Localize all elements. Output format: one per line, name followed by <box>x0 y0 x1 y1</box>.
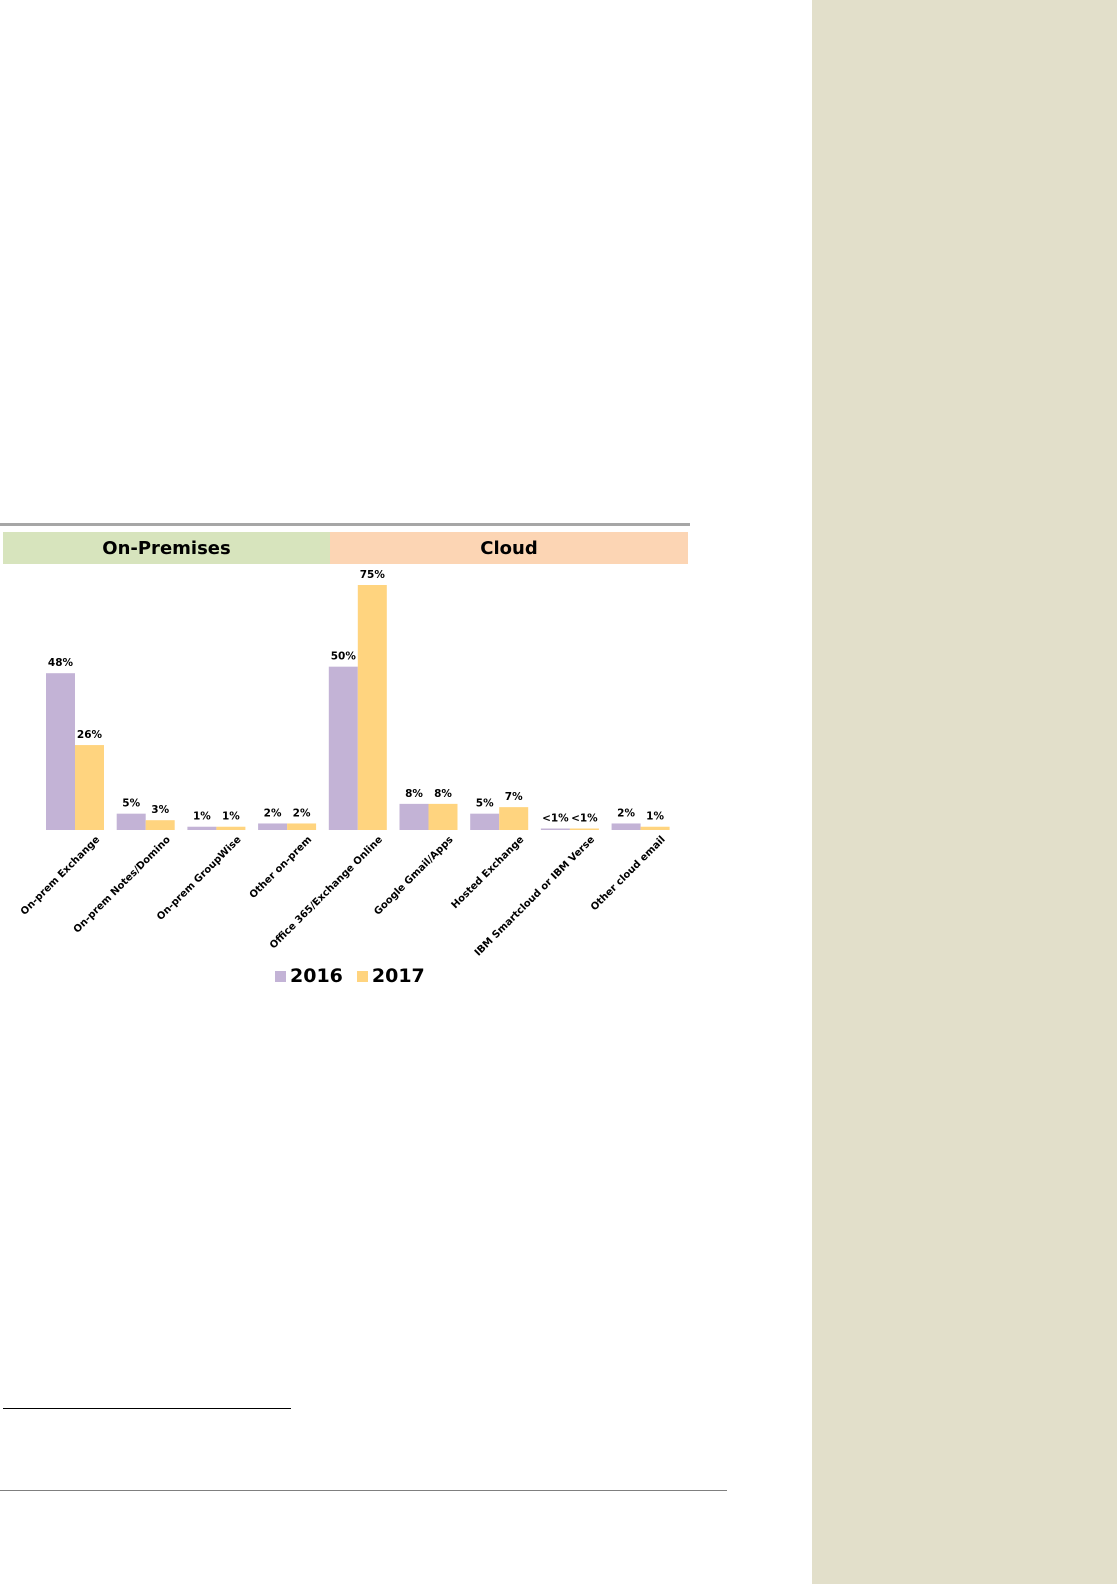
data-label-2017-on-prem-exchange: 26% <box>77 729 103 741</box>
bar-2017-other-cloud-email <box>640 826 670 830</box>
section-label-cloud: Cloud <box>480 537 538 559</box>
bar-2017-office-365-exchange-online <box>357 585 387 830</box>
data-label-2017-google-gmail-apps: 8% <box>434 788 452 800</box>
data-label-2017-on-prem-groupwise: 1% <box>222 811 240 823</box>
sidebar-panel <box>812 0 1117 1584</box>
data-label-2017-other-on-prem: 2% <box>293 807 311 819</box>
chart-legend: 2016 2017 <box>275 965 425 987</box>
bar-2016-on-prem-notes-domino <box>116 813 146 830</box>
data-label-2016-on-prem-notes-domino: 5% <box>122 798 140 810</box>
section-band-cloud: Cloud <box>330 532 688 564</box>
legend-item-2016: 2016 <box>275 965 343 987</box>
legend-swatch-2017 <box>356 970 368 982</box>
category-label-office-365-exchange-online: Office 365/Exchange Online <box>268 834 385 951</box>
bar-2017-on-prem-exchange <box>75 745 104 830</box>
category-label-hosted-exchange: Hosted Exchange <box>450 834 527 911</box>
category-label-other-cloud-email: Other cloud email <box>589 834 668 913</box>
legend-label-2017: 2017 <box>371 965 425 987</box>
bar-2016-ibm-smartcloud-or-ibm-verse <box>540 828 570 830</box>
section-label-on-premises: On-Premises <box>102 537 231 559</box>
bar-2017-google-gmail-apps <box>428 803 458 830</box>
data-label-2016-on-prem-exchange: 48% <box>48 657 74 669</box>
bar-2017-ibm-smartcloud-or-ibm-verse <box>569 828 599 830</box>
bar-2016-hosted-exchange <box>470 813 500 830</box>
bar-2016-on-prem-exchange <box>46 673 75 830</box>
bar-2017-on-prem-groupwise <box>216 826 246 830</box>
legend-item-2017: 2017 <box>356 965 425 987</box>
category-label-on-prem-exchange: On-prem Exchange <box>19 834 102 917</box>
bar-2016-office-365-exchange-online <box>328 666 358 830</box>
data-label-2016-other-cloud-email: 2% <box>617 807 635 819</box>
bar-2016-other-on-prem <box>258 823 288 830</box>
bar-2017-hosted-exchange <box>499 807 529 830</box>
bar-2017-other-on-prem <box>287 823 317 830</box>
data-label-2017-on-prem-notes-domino: 3% <box>151 804 169 816</box>
category-label-ibm-smartcloud-or-ibm-verse: IBM Smartcloud or IBM Verse <box>473 834 597 958</box>
category-label-on-prem-groupwise: On-prem GroupWise <box>155 834 244 923</box>
category-label-other-on-prem: Other on-prem <box>248 834 314 900</box>
category-label-google-gmail-apps: Google Gmail/Apps <box>372 834 455 917</box>
data-label-2017-hosted-exchange: 7% <box>505 791 523 803</box>
legend-label-2016: 2016 <box>290 965 343 987</box>
bar-2016-on-prem-groupwise <box>187 826 217 830</box>
data-label-2017-office-365-exchange-online: 75% <box>360 569 386 581</box>
data-label-2016-ibm-smartcloud-or-ibm-verse: <1% <box>542 813 569 825</box>
footer-divider <box>0 1490 727 1491</box>
data-label-2017-other-cloud-email: 1% <box>646 811 664 823</box>
legend-swatch-2016 <box>275 970 286 982</box>
data-label-2016-on-prem-groupwise: 1% <box>193 811 211 823</box>
data-label-2016-office-365-exchange-online: 50% <box>331 651 357 663</box>
top-divider <box>0 523 690 526</box>
data-label-2016-google-gmail-apps: 8% <box>405 788 423 800</box>
data-label-2016-hosted-exchange: 5% <box>476 798 494 810</box>
section-band-on-premises: On-Premises <box>3 532 330 564</box>
data-label-2016-other-on-prem: 2% <box>264 807 282 819</box>
bar-2016-google-gmail-apps <box>399 803 429 830</box>
data-label-2017-ibm-smartcloud-or-ibm-verse: <1% <box>571 813 598 825</box>
bar-2016-other-cloud-email <box>611 823 641 830</box>
footnote-divider <box>3 1408 291 1409</box>
bar-2017-on-prem-notes-domino <box>145 820 175 830</box>
